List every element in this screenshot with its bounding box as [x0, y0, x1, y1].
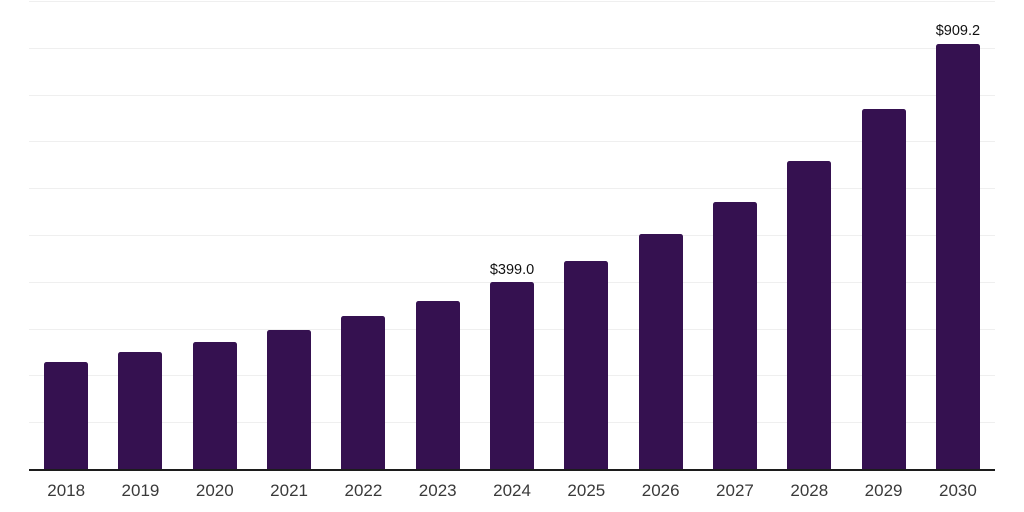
x-axis-label: 2030 — [938, 481, 977, 500]
gridline — [29, 47, 995, 49]
gridline — [29, 1, 995, 2]
bar-slot: $399.0 — [475, 1, 549, 469]
x-axis-line — [29, 469, 995, 471]
bar-slot — [252, 1, 326, 469]
x-axis-label: 2025 — [567, 481, 606, 500]
x-axis-label: 2026 — [641, 481, 680, 500]
gridline — [29, 235, 995, 236]
bar-slot — [103, 1, 177, 469]
bar-slot — [549, 1, 623, 469]
x-axis-label: 2019 — [121, 481, 160, 500]
bar — [118, 352, 163, 469]
x-axis-label: 2018 — [47, 481, 86, 500]
bar-slot: $909.2 — [921, 1, 995, 469]
x-axis-label: 2024 — [493, 481, 531, 500]
bar — [490, 282, 535, 469]
gridline — [29, 141, 995, 143]
x-axis-label: 2029 — [864, 481, 903, 500]
bar — [267, 329, 312, 469]
gridline — [29, 188, 995, 190]
x-axis-label: 2022 — [344, 481, 383, 500]
gridline — [29, 94, 995, 96]
plot-area: $399.0 $909.2 — [29, 1, 995, 471]
bar — [564, 260, 609, 469]
bar — [935, 43, 980, 469]
bar-slot — [698, 1, 772, 469]
x-axis-label: 2021 — [270, 481, 308, 500]
bar — [192, 341, 237, 469]
x-axis-label: 2020 — [195, 481, 234, 500]
bar-slot — [624, 1, 698, 469]
bar — [861, 108, 906, 469]
bar-slot — [178, 1, 252, 469]
bar-slot — [401, 1, 475, 469]
x-axis-label: 2023 — [418, 481, 457, 500]
bar — [638, 233, 683, 469]
x-axis-label: 2028 — [790, 481, 829, 500]
bar — [787, 160, 832, 469]
bar-value-label: $399.0 — [489, 261, 535, 278]
bar-slot — [846, 1, 920, 469]
bar — [341, 316, 386, 469]
bar-slot — [772, 1, 846, 469]
bar-value-label: $909.2 — [935, 23, 981, 39]
bar-slot — [29, 1, 103, 469]
bar — [44, 362, 89, 469]
x-axis-label: 2027 — [716, 481, 754, 500]
x-axis: 2018 2019 2020 2021 2022 2023 2024 2025 2026 2027… — [29, 481, 995, 501]
gridline — [29, 281, 995, 283]
bar-slot — [326, 1, 400, 469]
bars-container: $399.0 $909.2 — [29, 1, 995, 469]
bar — [415, 301, 460, 469]
bar — [712, 201, 757, 469]
